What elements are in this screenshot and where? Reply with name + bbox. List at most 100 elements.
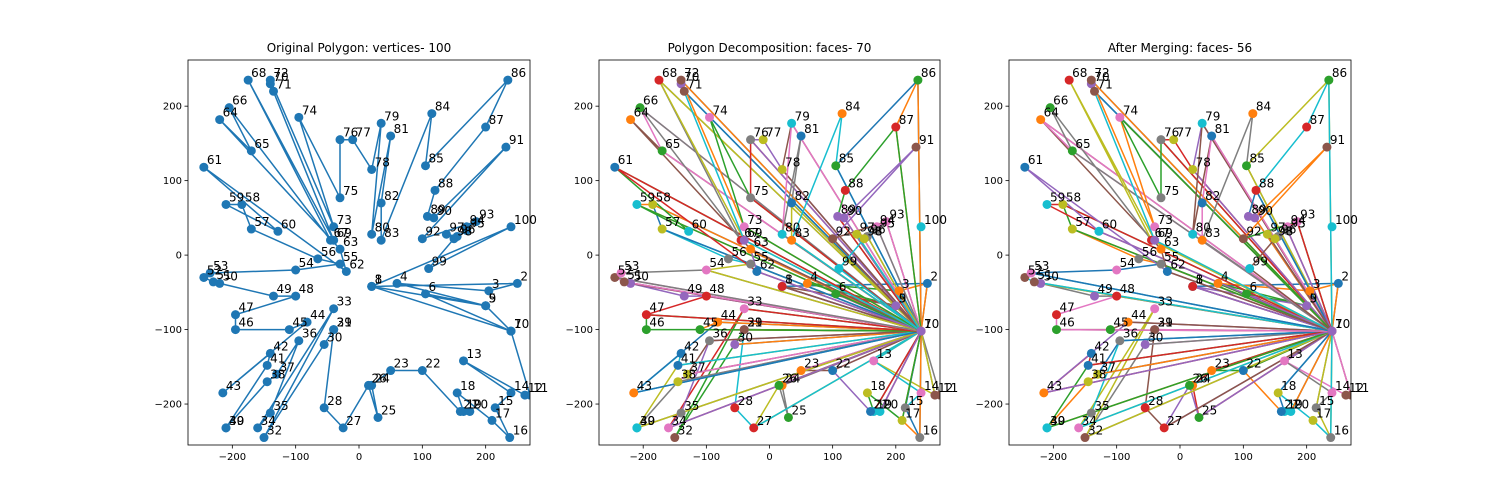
vertex-point — [730, 403, 740, 413]
vertex-point — [231, 310, 240, 320]
vertex-point — [329, 235, 339, 245]
vertex-point — [1042, 423, 1052, 433]
vertex-label: 12 — [1349, 381, 1364, 395]
vertex-point — [705, 336, 715, 346]
vertex-point — [503, 75, 513, 85]
vertex-point — [1276, 406, 1286, 416]
vertex-label: 9 — [899, 292, 907, 306]
vertex-label: 9 — [1310, 292, 1318, 306]
vertex-point — [335, 244, 345, 254]
vertex-point — [1042, 199, 1052, 209]
vertex-point — [455, 406, 465, 416]
vertex-label: 67 — [744, 226, 759, 240]
vertex-label: 69 — [337, 226, 352, 240]
vertex-point — [294, 112, 304, 122]
vertex-label: 36 — [1123, 327, 1138, 341]
vertex-label: 51 — [627, 268, 642, 282]
vertex-point — [253, 423, 263, 433]
vertex-label: 33 — [747, 295, 762, 309]
panel-2-data — [610, 75, 940, 443]
vertex-point — [1094, 226, 1104, 236]
vertex-point — [1090, 86, 1099, 96]
vertex-label: 45 — [1113, 316, 1128, 330]
vertex-point — [481, 301, 491, 311]
vertex-label: 56 — [321, 245, 336, 259]
vertex-point — [610, 272, 620, 282]
vertex-label: 94 — [880, 213, 895, 227]
vertex-point — [1188, 164, 1198, 174]
vertex-point — [265, 408, 275, 418]
vertex-point — [1156, 135, 1166, 145]
vertex-point — [632, 423, 642, 433]
y-tick-label: −100 — [155, 325, 182, 336]
vertex-point — [269, 86, 278, 96]
vertex-point — [1242, 289, 1251, 299]
vertex-point — [459, 356, 468, 366]
vertex-point — [900, 403, 910, 413]
vertex-point — [1105, 325, 1115, 335]
vertex-point — [663, 423, 673, 433]
vertex-label: 43 — [1047, 379, 1062, 393]
vertex-point — [1251, 185, 1261, 195]
vertex-label: 27 — [1167, 414, 1182, 428]
vertex-label: 18 — [460, 379, 475, 393]
vertex-label: 97 — [1270, 220, 1285, 234]
vertex-label: 32 — [678, 424, 693, 438]
vertex-point — [417, 366, 427, 376]
vertex-label: 31 — [1158, 316, 1173, 330]
panel-title: Polygon Decomposition: faces- 70 — [668, 41, 872, 55]
vertex-label: 14 — [1335, 379, 1350, 393]
vertex-label: 85 — [839, 152, 854, 166]
vertex-label: 23 — [1215, 357, 1230, 371]
vertex-label: 7 — [1335, 317, 1343, 331]
vertex-point — [329, 325, 339, 335]
vertex-label: 19 — [1288, 397, 1303, 411]
vertex-point — [1093, 369, 1103, 379]
vertex-point — [1326, 433, 1336, 443]
vertex-label: 67 — [1155, 226, 1170, 240]
x-tick-label: −100 — [693, 452, 720, 463]
vertex-point — [796, 131, 806, 141]
vertex-point — [1292, 217, 1302, 227]
vertex-label: 43 — [637, 379, 652, 393]
vertex-label: 50 — [1044, 269, 1059, 283]
panel-1: 1 234567891011121314151617181920212223242… — [155, 41, 549, 463]
vertex-label: 57 — [665, 215, 680, 229]
vertex-label: 6 — [839, 280, 847, 294]
vertex-label: 13 — [467, 347, 482, 361]
vertex-label: 64 — [634, 106, 649, 120]
vertex-point — [335, 259, 345, 269]
vertex-point — [839, 213, 849, 223]
vertex-point — [294, 336, 304, 346]
vertex-point — [635, 103, 645, 113]
vertex-point — [1213, 278, 1223, 288]
vertex-label: 99 — [842, 255, 857, 269]
vertex-label: 36 — [302, 327, 317, 341]
x-tick-label: 0 — [766, 452, 772, 463]
y-tick-label: 0 — [997, 251, 1003, 262]
y-tick-label: 100 — [984, 176, 1003, 187]
vertex-label: 69 — [747, 226, 762, 240]
vertex-point — [272, 369, 282, 379]
vertex-point — [1123, 317, 1133, 327]
vertex-label: 83 — [795, 226, 810, 240]
vertex-label: 58 — [656, 190, 671, 204]
vertex-point — [1273, 388, 1283, 398]
vertex-label: 87 — [1310, 113, 1325, 127]
vertex-point — [1341, 390, 1351, 400]
panel-title: After Merging: faces- 56 — [1108, 41, 1252, 55]
vertex-label: 70 — [273, 70, 288, 84]
vertex-label: 52 — [618, 263, 633, 277]
panel-title: Original Polygon: vertices- 100 — [267, 41, 452, 55]
vertex-point — [1150, 235, 1160, 245]
vertex-point — [1026, 268, 1036, 278]
vertex-point — [505, 433, 515, 443]
vertex-point — [1188, 229, 1198, 239]
vertex-point — [1302, 301, 1312, 311]
vertex-point — [787, 118, 797, 128]
vertex-point — [673, 360, 683, 370]
vertex-label: 80 — [1196, 220, 1211, 234]
vertex-label: 94 — [470, 213, 485, 227]
vertex-label: 61 — [618, 153, 633, 167]
vertex-point — [922, 278, 932, 288]
